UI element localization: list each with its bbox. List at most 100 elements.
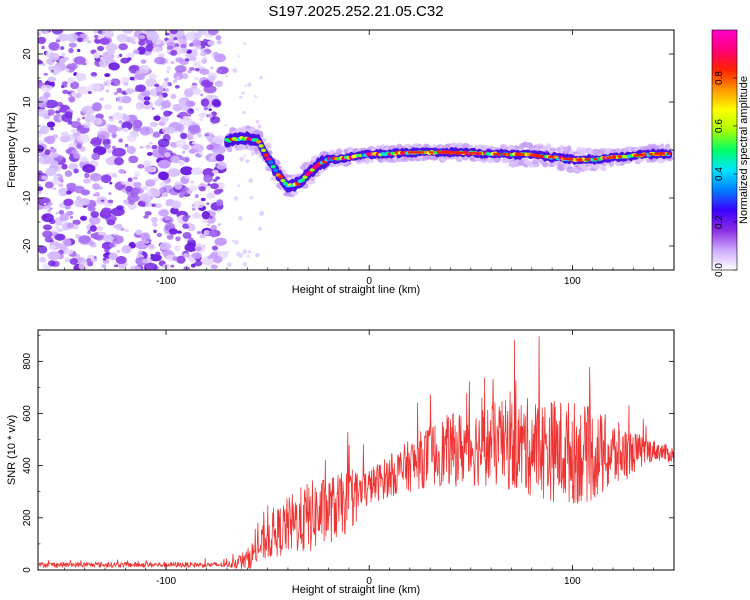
snr-y-tick-label: 0	[22, 567, 33, 573]
noise-blob	[184, 242, 198, 253]
noise-blob	[131, 40, 137, 45]
noise-blob	[97, 130, 110, 140]
spectrogram-y-label: Frequency (Hz)	[6, 112, 18, 188]
ridge-peak	[532, 153, 537, 157]
noise-blob	[68, 95, 76, 103]
noise-blob	[145, 200, 152, 208]
colorbar-tick-label: 0.4	[714, 167, 725, 181]
ridge-peak	[548, 155, 553, 159]
ridge-peak	[660, 152, 665, 156]
noise-blob	[143, 96, 151, 101]
ridge-peak	[438, 151, 443, 154]
noise-blob	[87, 40, 92, 44]
noise-blob	[82, 116, 85, 120]
noise-blob	[102, 234, 114, 243]
noise-blob	[182, 115, 189, 120]
noise-blob	[209, 230, 218, 237]
noise-blob	[135, 84, 147, 92]
noise-blob	[104, 73, 111, 78]
noise-blob	[216, 209, 221, 213]
noise-blob	[129, 76, 135, 81]
noise-blob	[170, 61, 175, 64]
noise-blob	[38, 245, 48, 254]
ridge-halo	[514, 145, 520, 150]
ridge-peak	[612, 155, 617, 159]
noise-blob	[159, 116, 169, 123]
noise-blob	[38, 144, 45, 153]
noise-blob	[76, 143, 82, 150]
ridge-peak	[618, 155, 623, 158]
noise-blob	[180, 43, 187, 49]
noise-blob	[217, 223, 222, 226]
noise-blob	[107, 124, 118, 134]
noise-blob	[75, 72, 87, 82]
noise-blob	[137, 250, 143, 254]
noise-blob	[215, 176, 221, 180]
noise-blob	[134, 171, 140, 177]
noise-blob	[67, 77, 75, 84]
noise-blob	[72, 219, 81, 225]
noise-blob	[158, 171, 169, 181]
noise-blob	[99, 97, 105, 101]
snr-x-label: Height of straight line (km)	[292, 584, 420, 596]
noise-blob	[188, 114, 192, 117]
noise-blob	[117, 105, 123, 111]
ridge-peak	[569, 158, 574, 161]
noise-blob	[47, 201, 53, 206]
noise-blob	[163, 78, 169, 82]
noise-blob	[148, 141, 153, 145]
ridge-core	[302, 175, 308, 180]
noise-blob	[143, 160, 152, 166]
ridge-peak	[459, 151, 464, 154]
noise-blob	[43, 202, 47, 206]
noise-speck	[224, 123, 227, 127]
noise-blob	[61, 189, 66, 193]
noise-blob	[105, 251, 110, 256]
noise-blob	[157, 159, 171, 169]
noise-blob	[125, 52, 136, 59]
noise-blob	[185, 100, 196, 108]
noise-blob	[93, 34, 99, 39]
noise-blob	[101, 244, 109, 249]
noise-blob	[210, 264, 218, 270]
noise-blob	[127, 177, 133, 182]
noise-blob	[109, 181, 113, 185]
noise-blob	[184, 175, 190, 179]
ridge-core	[258, 144, 264, 148]
noise-blob	[42, 230, 53, 238]
noise-blob	[172, 79, 177, 83]
noise-blob	[142, 185, 149, 191]
noise-blob	[203, 85, 217, 94]
noise-blob	[188, 148, 197, 154]
noise-blob	[147, 243, 155, 249]
ridge-core	[273, 168, 279, 173]
noise-blob	[60, 46, 65, 50]
noise-blob	[186, 49, 192, 54]
noise-blob	[44, 99, 58, 109]
ridge-halo	[546, 143, 552, 149]
ridge-peak	[639, 153, 644, 157]
noise-speck	[225, 75, 228, 78]
noise-blob	[195, 107, 200, 111]
noise-blob	[55, 211, 59, 215]
snr-y-tick-label: 200	[22, 509, 33, 526]
noise-blob	[155, 85, 164, 93]
noise-speck	[243, 42, 247, 45]
ridge-peak	[496, 152, 501, 156]
snr-x-tick-label: -100	[156, 576, 176, 587]
noise-blob	[188, 184, 197, 192]
noise-speck	[247, 82, 252, 87]
ridge-halo	[275, 159, 280, 166]
noise-blob	[142, 65, 149, 70]
noise-speck	[257, 124, 262, 129]
chart-title: S197.2025.252.21.05.C32	[268, 3, 443, 20]
spectrogram-y-tick-label: 0	[22, 147, 33, 153]
noise-blob	[76, 117, 81, 122]
noise-blob	[80, 215, 88, 221]
noise-blob	[151, 189, 161, 198]
ridge-peak	[444, 151, 449, 154]
noise-blob	[146, 32, 160, 41]
noise-speck	[233, 196, 239, 201]
noise-blob	[108, 242, 116, 248]
noise-blob	[84, 114, 96, 123]
